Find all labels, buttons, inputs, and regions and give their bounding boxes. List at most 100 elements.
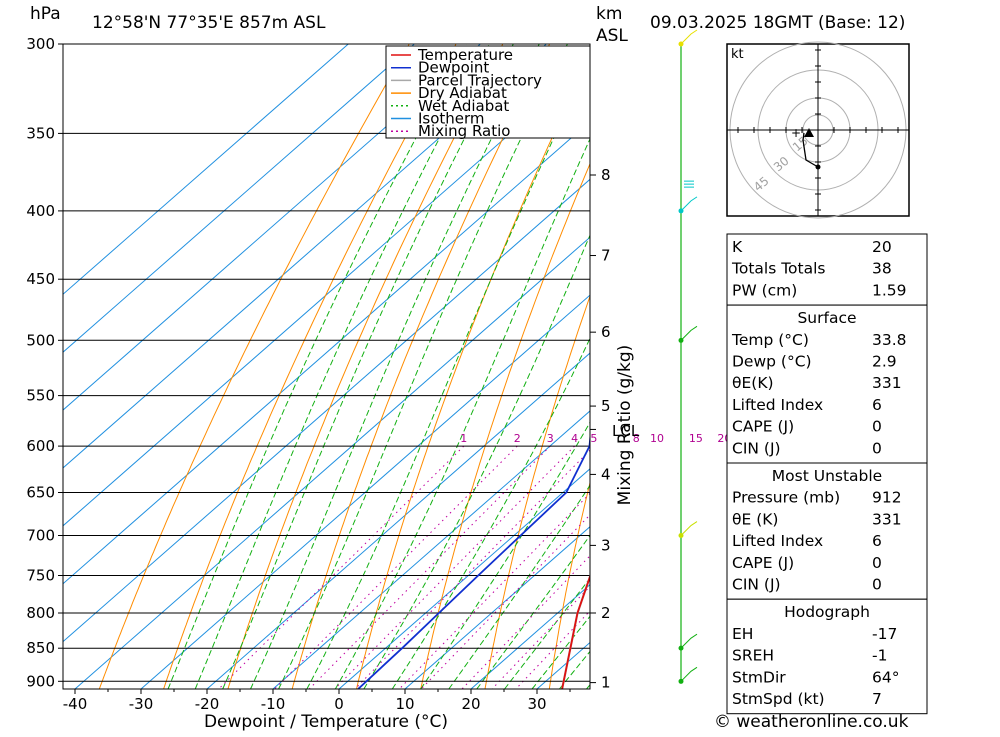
height-tick-label: 3 [601,536,611,554]
temperature-tick-label: -10 [261,695,286,713]
dry-adiabat-line [934,44,1000,689]
temperature-tick-label: -30 [129,695,154,713]
pressure-unit-label: hPa [30,4,61,24]
table-row-label: θE(K) [732,374,774,392]
height-tick-label: 2 [601,604,611,622]
table-row-label: Lifted Index [732,396,823,414]
table-row-value: 6 [872,396,882,414]
mixing-ratio-label: 15 [689,432,703,445]
table-row-label: θE (K) [732,510,778,528]
table-row-label: SREH [732,647,774,665]
pressure-tick-label: 550 [26,387,55,405]
pressure-tick-label: 600 [26,437,55,455]
table-row-value: 1.59 [872,281,907,299]
table-row-value: 912 [872,489,902,507]
table-row-value: 2.9 [872,353,897,371]
mixing-ratio-label: 1 [460,432,467,445]
mixing-ratio-labels: 12345810152025 [460,432,754,445]
table-row-label: CAPE (J) [732,418,794,436]
wind-barb [681,667,697,681]
storm-motion-symbol: + [791,126,801,140]
legend-entry: Mixing Ratio [418,122,510,140]
most-unstable-section-title: Most Unstable [772,467,882,485]
pressure-tick-label: 500 [26,331,55,349]
pressure-tick-label: 800 [26,604,55,622]
mixing-ratio-label: 5 [590,432,597,445]
table-row-value: 331 [872,510,902,528]
table-row-value: 6 [872,532,882,550]
height-unit-asl: ASL [596,26,628,46]
wet-adiabat-line [392,44,720,689]
wind-profile [679,30,698,684]
dry-adiabat-line [357,44,597,689]
table-row-label: Totals Totals [731,260,825,278]
copyright-text: © weatheronline.co.uk [714,712,909,732]
location-title: 12°58'N 77°35'E 857m ASL [92,13,326,33]
pressure-tick-label: 850 [26,639,55,657]
wet-adiabat-line [223,44,514,689]
wind-barb [684,181,694,187]
x-axis-title: Dewpoint / Temperature (°C) [204,712,448,732]
temperature-tick-label: 10 [395,695,414,713]
table-row-value: 0 [872,554,882,572]
table-row-label: Pressure (mb) [732,489,840,507]
height-tick-label: 5 [601,397,611,415]
isotherm-line [0,44,480,689]
wet-adiabat-line [421,44,775,689]
table-row-label: CAPE (J) [732,554,794,572]
table-row-label: K [732,238,743,256]
pressure-tick-label: 650 [26,484,55,502]
table-row-label: StmDir [732,668,786,686]
surface-section-title: Surface [797,309,856,327]
datetime-label: 09.03.2025 18GMT (Base: 12) [650,13,905,33]
lcl-label: LCL [612,422,640,440]
table-row-value: 20 [872,238,892,256]
table-row-value: 0 [872,439,882,457]
table-row-label: CIN (J) [732,439,781,457]
table-row-label: Lifted Index [732,532,823,550]
temperature-tick-label: 20 [461,695,480,713]
wind-barb [681,522,697,536]
table-row-value: 0 [872,576,882,594]
mixing-ratio-label: 10 [650,432,664,445]
wind-barb [681,197,697,211]
hodograph-section-title: Hodograph [784,603,870,621]
wind-barb [681,634,697,648]
dry-adiabat-line [99,44,409,689]
dry-adiabat-line [549,44,737,689]
temperature-tick-label: 0 [334,695,344,713]
table-row-value: 331 [872,374,902,392]
pressure-tick-label: 700 [26,527,55,545]
mixing-ratio-label: 4 [571,432,578,445]
isotherm-line [0,44,546,689]
table-row-value: 33.8 [872,331,907,349]
wet-adiabat-line [335,44,634,689]
table-row-value: 64° [872,668,899,686]
isotherm-line [75,44,810,689]
table-row-value: -1 [872,647,887,665]
height-unit-km: km [596,4,622,24]
table-row-label: StmSpd (kt) [732,690,825,708]
wet-adiabat-line [251,44,540,689]
pressure-tick-label: 900 [26,672,55,690]
wet-adiabat-line [195,44,489,689]
pressure-tick-label: 400 [26,202,55,220]
table-row-label: CIN (J) [732,576,781,594]
height-tick-label: 4 [601,465,611,483]
table-row-value: 0 [872,418,882,436]
mixing-ratio-label: 2 [514,432,521,445]
pressure-tick-label: 350 [26,124,55,142]
height-tick-label: 8 [601,166,611,184]
temperature-tick-label: -40 [63,695,88,713]
table-row-value: 7 [872,690,882,708]
mixing-ratio-label: 3 [547,432,554,445]
dry-adiabat-line [292,44,549,689]
table-row-value: 38 [872,260,892,278]
table-row-value: -17 [872,625,897,643]
